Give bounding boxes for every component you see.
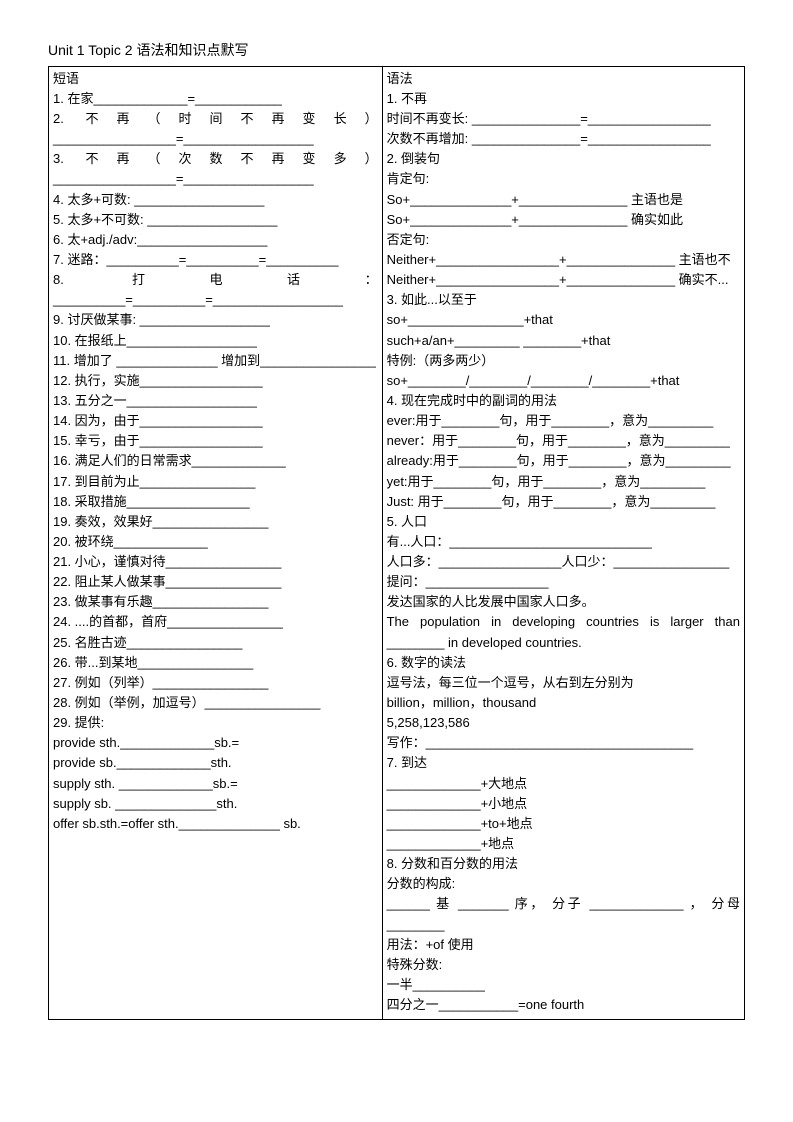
left-line: supply sb. ______________sth. — [53, 794, 378, 814]
left-line: 22. 阻止某人做某事________________ — [53, 572, 378, 592]
left-line: 20. 被环绕_____________ — [53, 532, 378, 552]
left-line: 16. 满足人们的日常需求_____________ — [53, 451, 378, 471]
right-line: yet:用于________句，用于________，意为_________ — [387, 472, 740, 492]
left-line: 13. 五分之一__________________ — [53, 391, 378, 411]
right-line: 2. 倒装句 — [387, 149, 740, 169]
right-line: 逗号法，每三位一个逗号，从右到左分别为 — [387, 673, 740, 693]
left-line: provide sb._____________sth. — [53, 753, 378, 773]
right-line: _____________+小地点 — [387, 794, 740, 814]
right-column: 语法 1. 不再时间不再变长: _______________=________… — [383, 67, 744, 1020]
right-line: _____________+to+地点 — [387, 814, 740, 834]
right-line: ______ 基 _______ 序， 分子 _____________ ， 分… — [387, 894, 740, 934]
left-line: 5. 太多+不可数: __________________ — [53, 210, 378, 230]
right-line: 1. 不再 — [387, 89, 740, 109]
right-line: 时间不再变长: _______________=________________… — [387, 109, 740, 129]
right-line: 人口多：_________________人口少：_______________… — [387, 552, 740, 572]
left-line: 6. 太+adj./adv:__________________ — [53, 230, 378, 250]
right-line: 8. 分数和百分数的用法 — [387, 854, 740, 874]
right-line: 5,258,123,586 — [387, 713, 740, 733]
right-line: 5. 人口 — [387, 512, 740, 532]
left-column: 短语 1. 在家_____________=____________2. 不再（… — [49, 67, 383, 1020]
left-line: 7. 迷路：__________=__________=__________ — [53, 250, 378, 270]
worksheet-title: Unit 1 Topic 2 语法和知识点默写 — [48, 40, 745, 62]
right-line: already:用于________句，用于________，意为_______… — [387, 451, 740, 471]
left-line: 9. 讨厌做某事: __________________ — [53, 310, 378, 330]
right-line: So+______________+_______________ 主语也是 — [387, 190, 740, 210]
right-line: so+________________+that — [387, 310, 740, 330]
right-line: 一半__________ — [387, 975, 740, 995]
left-line: 19. 奏效，效果好________________ — [53, 512, 378, 532]
left-line: 4. 太多+可数: __________________ — [53, 190, 378, 210]
right-line: Just: 用于________句，用于________，意为_________ — [387, 492, 740, 512]
left-line: 11. 增加了 ______________ 增加到______________… — [53, 351, 378, 371]
left-line: 18. 采取措施_________________ — [53, 492, 378, 512]
right-line: so+________/________/________/________+t… — [387, 371, 740, 391]
left-line: 1. 在家_____________=____________ — [53, 89, 378, 109]
right-line: The population in developing countries i… — [387, 612, 740, 652]
right-line: never：用于________句，用于________，意为_________ — [387, 431, 740, 451]
right-line: 提问：_________________ — [387, 572, 740, 592]
right-line: 四分之一___________=one fourth — [387, 995, 740, 1015]
left-line: 24. ....的首都，首府________________ — [53, 612, 378, 632]
left-line: supply sth. _____________sb.= — [53, 774, 378, 794]
right-line: 分数的构成: — [387, 874, 740, 894]
left-line: 14. 因为，由于_________________ — [53, 411, 378, 431]
right-line: 否定句: — [387, 230, 740, 250]
right-line: 有...人口：____________________________ — [387, 532, 740, 552]
left-line: 15. 幸亏，由于_________________ — [53, 431, 378, 451]
right-line: _____________+地点 — [387, 834, 740, 854]
right-line: 7. 到达 — [387, 753, 740, 773]
left-line: 29. 提供: — [53, 713, 378, 733]
right-line: 特例:（两多两少） — [387, 351, 740, 371]
worksheet-table: 短语 1. 在家_____________=____________2. 不再（… — [48, 66, 745, 1021]
right-line: billion，million，thousand — [387, 693, 740, 713]
left-line: 8. 打电话：__________=__________=___________… — [53, 270, 378, 310]
left-line: offer sb.sth.=offer sth.______________ s… — [53, 814, 378, 834]
left-line: 21. 小心，谨慎对待________________ — [53, 552, 378, 572]
right-header: 语法 — [387, 69, 740, 89]
left-line: 2. 不再（时间不再变长）_________________=_________… — [53, 109, 378, 149]
left-line: 12. 执行，实施_________________ — [53, 371, 378, 391]
right-line: 次数不再增加: _______________=________________… — [387, 129, 740, 149]
right-line: 用法：+of 使用 — [387, 935, 740, 955]
right-line: 6. 数字的读法 — [387, 653, 740, 673]
right-line: such+a/an+_________ ________+that — [387, 331, 740, 351]
left-line: 10. 在报纸上__________________ — [53, 331, 378, 351]
right-line: 特殊分数: — [387, 955, 740, 975]
left-line: provide sth._____________sb.= — [53, 733, 378, 753]
right-line: Neither+_________________+______________… — [387, 270, 740, 290]
left-header: 短语 — [53, 69, 378, 89]
right-line: 3. 如此...以至于 — [387, 290, 740, 310]
left-line: 26. 带...到某地________________ — [53, 653, 378, 673]
right-line: ever:用于________句，用于________，意为_________ — [387, 411, 740, 431]
left-line: 23. 做某事有乐趣________________ — [53, 592, 378, 612]
left-line: 27. 例如（列举）________________ — [53, 673, 378, 693]
right-line: Neither+_________________+______________… — [387, 250, 740, 270]
left-line: 17. 到目前为止________________ — [53, 472, 378, 492]
right-line: 写作：_____________________________________ — [387, 733, 740, 753]
right-line: 发达国家的人比发展中国家人口多。 — [387, 592, 740, 612]
right-line: 肯定句: — [387, 169, 740, 189]
right-line: So+______________+_______________ 确实如此 — [387, 210, 740, 230]
left-line: 25. 名胜古迹________________ — [53, 633, 378, 653]
right-line: 4. 现在完成时中的副词的用法 — [387, 391, 740, 411]
left-line: 28. 例如（举例，加逗号）________________ — [53, 693, 378, 713]
right-line: _____________+大地点 — [387, 774, 740, 794]
left-line: 3. 不再（次数不再变多）_________________=_________… — [53, 149, 378, 189]
